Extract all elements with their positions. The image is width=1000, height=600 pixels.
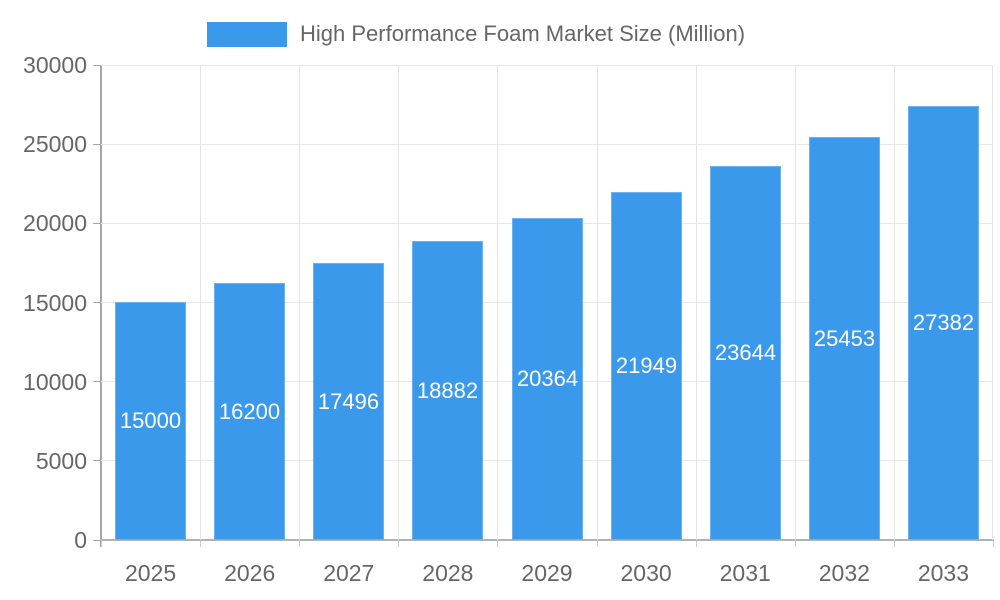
y-tick-mark [93,539,100,541]
y-tick-label: 5000 [35,447,87,474]
bar-value-label: 21949 [615,353,678,378]
bar-value-label: 20364 [516,366,579,391]
bar-2031[interactable]: 23644 [710,166,781,540]
x-tick-label: 2027 [323,560,375,586]
y-tick-mark [93,64,100,66]
y-tick-label: 10000 [23,368,87,395]
bar-value-label: 16200 [218,398,281,424]
gridline-vertical [992,65,993,540]
x-tick-label: 2032 [818,560,870,586]
y-tick-mark [93,222,100,224]
x-tick-mark [696,541,697,547]
x-axis-line [100,539,994,541]
x-tick-mark [597,541,598,547]
gridline-vertical [696,65,697,540]
x-tick-mark [795,541,796,547]
bar-value-label: 23644 [714,340,777,365]
y-tick-mark [93,302,100,303]
x-tick-label: 2028 [422,560,474,586]
bar-2027[interactable]: 17496 [313,263,384,540]
bar-value-label: 27382 [912,310,975,335]
gridline-vertical [299,65,300,540]
gridline-vertical [497,65,498,540]
legend-swatch [207,21,287,47]
bar-2033[interactable]: 27382 [908,106,979,540]
x-tick-label: 2025 [124,560,177,586]
bar-2030[interactable]: 21949 [611,192,682,540]
y-tick-mark [93,381,100,383]
x-tick-mark [497,541,498,547]
x-tick-label: 2029 [521,560,573,586]
x-tick-mark [200,541,201,547]
x-tick-mark [299,541,300,547]
y-tick-label: 0 [74,527,87,553]
y-tick-label: 15000 [23,289,87,316]
y-tick-label: 30000 [23,52,87,78]
y-tick-label: 25000 [23,131,87,158]
x-tick-mark [993,541,994,547]
x-tick-label: 2033 [917,560,970,586]
y-axis-line [100,65,102,547]
y-tick-mark [93,460,100,462]
bar-value-label: 15000 [119,408,182,433]
y-tick-mark [93,143,100,145]
legend-item[interactable]: High Performance Foam Market Size (Milli… [207,21,745,47]
bar-2029[interactable]: 20364 [512,218,583,540]
gridline-horizontal [101,143,993,145]
gridline-vertical [894,65,895,540]
x-tick-label: 2031 [719,560,771,586]
bar-2025[interactable]: 15000 [115,302,186,540]
gridline-horizontal [101,64,993,66]
bar-value-label: 18882 [416,377,479,403]
bar-value-label: 25453 [813,325,876,351]
y-tick-label: 20000 [23,210,87,237]
bar-2028[interactable]: 18882 [412,241,483,540]
gridline-vertical [200,65,201,540]
x-tick-label: 2026 [224,560,276,586]
x-tick-mark [101,541,102,547]
x-tick-label: 2030 [620,560,672,586]
gridline-vertical [398,65,399,540]
x-tick-mark [894,541,895,547]
bar-value-label: 17496 [317,388,380,414]
bar-2032[interactable]: 25453 [809,137,880,540]
x-tick-mark [398,541,399,547]
bar-2026[interactable]: 16200 [214,283,285,540]
gridline-vertical [597,65,598,540]
legend-label: High Performance Foam Market Size (Milli… [300,21,746,46]
gridline-vertical [795,65,796,540]
plot-area: 15000 16200 17496 18882 20364 21949 23644 25453… [101,64,993,540]
